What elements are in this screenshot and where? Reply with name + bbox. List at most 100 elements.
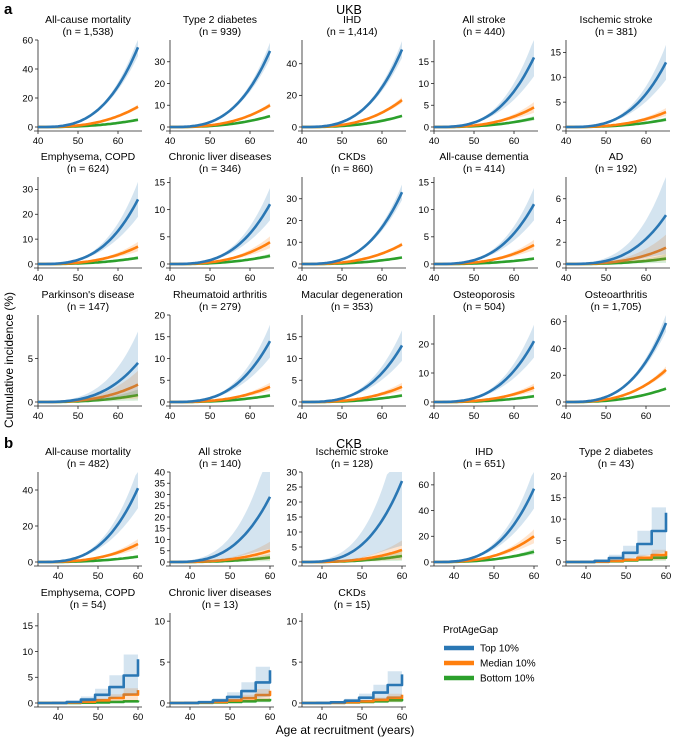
ci-band-median [170,236,270,264]
y-tick-label: 15 [154,524,165,535]
x-tick-label: 40 [561,136,572,147]
panel-title: Macular degeneration [301,289,403,301]
y-tick-label: 25 [154,501,165,512]
y-tick-label: 5 [424,232,429,243]
ci-band-median [566,108,666,127]
y-tick-label: 5 [28,354,33,365]
panel-title: Osteoporosis [453,289,515,301]
panel-title: Parkinson's disease [41,289,134,301]
panel-subtitle: (n = 504) [463,301,505,313]
y-tick-label: 20 [22,210,33,221]
chart-panel: IHD(n = 1,414) 0 20 40 40 50 60 [286,14,406,147]
ci-band-top [170,42,270,128]
x-tick-label: 40 [33,273,44,284]
y-tick-label: 0 [424,122,429,133]
series-line-top [302,48,404,129]
panel-a-letter: a [4,1,13,18]
x-tick-label: 40 [33,136,44,147]
series-line-top [38,362,139,404]
x-tick-label: 60 [245,136,256,147]
ci-band-median [434,383,534,402]
panel-title: All-cause mortality [45,446,132,458]
y-tick-label: 10 [154,535,165,546]
x-tick-label: 50 [73,136,84,147]
y-tick-label: 10 [286,238,297,249]
y-tick-label: 40 [286,59,297,70]
x-tick-label: 60 [377,273,388,284]
x-tick-label: 60 [113,273,124,284]
panel-title: Chronic liver diseases [169,151,272,163]
panel-title: Chronic liver diseases [169,587,272,599]
y-tick-label: 10 [418,205,429,216]
x-tick-label: 40 [53,712,64,723]
y-tick-label: 20 [286,91,297,102]
y-tick-label: 20 [286,497,297,508]
ci-band-top [566,473,666,562]
panel-subtitle: (n = 482) [67,458,109,470]
x-tick-label: 50 [621,571,632,582]
panel-subtitle: (n = 147) [67,301,109,313]
panel-title: AD [609,151,624,163]
y-tick-label: 30 [286,467,297,478]
chart-panel: Type 2 diabetes(n = 939) 0 10 20 30 40 50 60 [154,14,274,147]
x-tick-label: 50 [601,411,612,422]
series-line-top [434,56,536,129]
panel-title: Ischemic stroke [316,446,389,458]
y-tick-label: 0 [292,397,297,408]
x-tick-label: 40 [561,411,572,422]
x-tick-label: 50 [205,411,216,422]
y-tick-label: 0 [160,557,165,568]
panel-title: Type 2 diabetes [183,14,257,26]
y-tick-label: 10 [418,79,429,90]
y-tick-label: 30 [154,57,165,68]
x-tick-label: 50 [337,273,348,284]
ci-band-top [38,624,138,703]
x-tick-label: 40 [561,273,572,284]
ci-band-top [302,41,402,127]
y-tick-label: 0 [292,122,297,133]
series-line-top [566,322,668,404]
series-line-top [566,214,668,266]
y-tick-label: 5 [556,536,561,547]
x-tick-label: 60 [245,411,256,422]
x-tick-label: 50 [73,273,84,284]
panel-title: All stroke [462,14,505,26]
series-line-median [302,99,403,129]
x-tick-label: 40 [165,411,176,422]
y-tick-label: 0 [292,557,297,568]
y-tick-label: 5 [160,376,165,387]
panel-subtitle: (n = 1,538) [62,26,113,38]
panel-subtitle: (n = 140) [199,458,241,470]
y-tick-label: 40 [418,506,429,517]
y-tick-label: 20 [22,521,33,532]
x-tick-label: 40 [317,712,328,723]
y-tick-label: 30 [22,185,33,196]
chart-panel: IHD(n = 651) 0 20 40 60 40 50 60 [418,446,539,582]
series-line-top [566,512,668,564]
x-tick-label: 50 [469,136,480,147]
panel-subtitle: (n = 624) [67,163,109,175]
y-tick-label: 6 [556,194,561,205]
chart-panel: CKDs(n = 15) 0 5 10 40 50 60 [286,587,407,723]
ckb-title: CKB [336,437,362,451]
y-tick-label: 10 [22,234,33,245]
panel-title: Osteoarthritis [585,289,647,301]
panel-subtitle: (n = 43) [598,458,634,470]
y-tick-label: 5 [292,542,297,553]
y-tick-label: 35 [154,479,165,490]
ci-band-top [302,651,402,703]
y-tick-label: 30 [286,194,297,205]
x-tick-label: 60 [377,411,388,422]
y-tick-label: 0 [556,557,561,568]
ci-band-top [302,472,402,562]
ci-band-median [434,239,534,264]
series-line-top [302,480,404,564]
x-tick-label: 40 [53,571,64,582]
y-tick-label: 15 [550,48,561,59]
x-tick-label: 40 [297,136,308,147]
series-line-top [38,198,140,266]
y-tick-label: 0 [160,259,165,270]
y-tick-label: 20 [418,339,429,350]
y-tick-label: 5 [160,232,165,243]
y-tick-label: 0 [28,397,33,408]
